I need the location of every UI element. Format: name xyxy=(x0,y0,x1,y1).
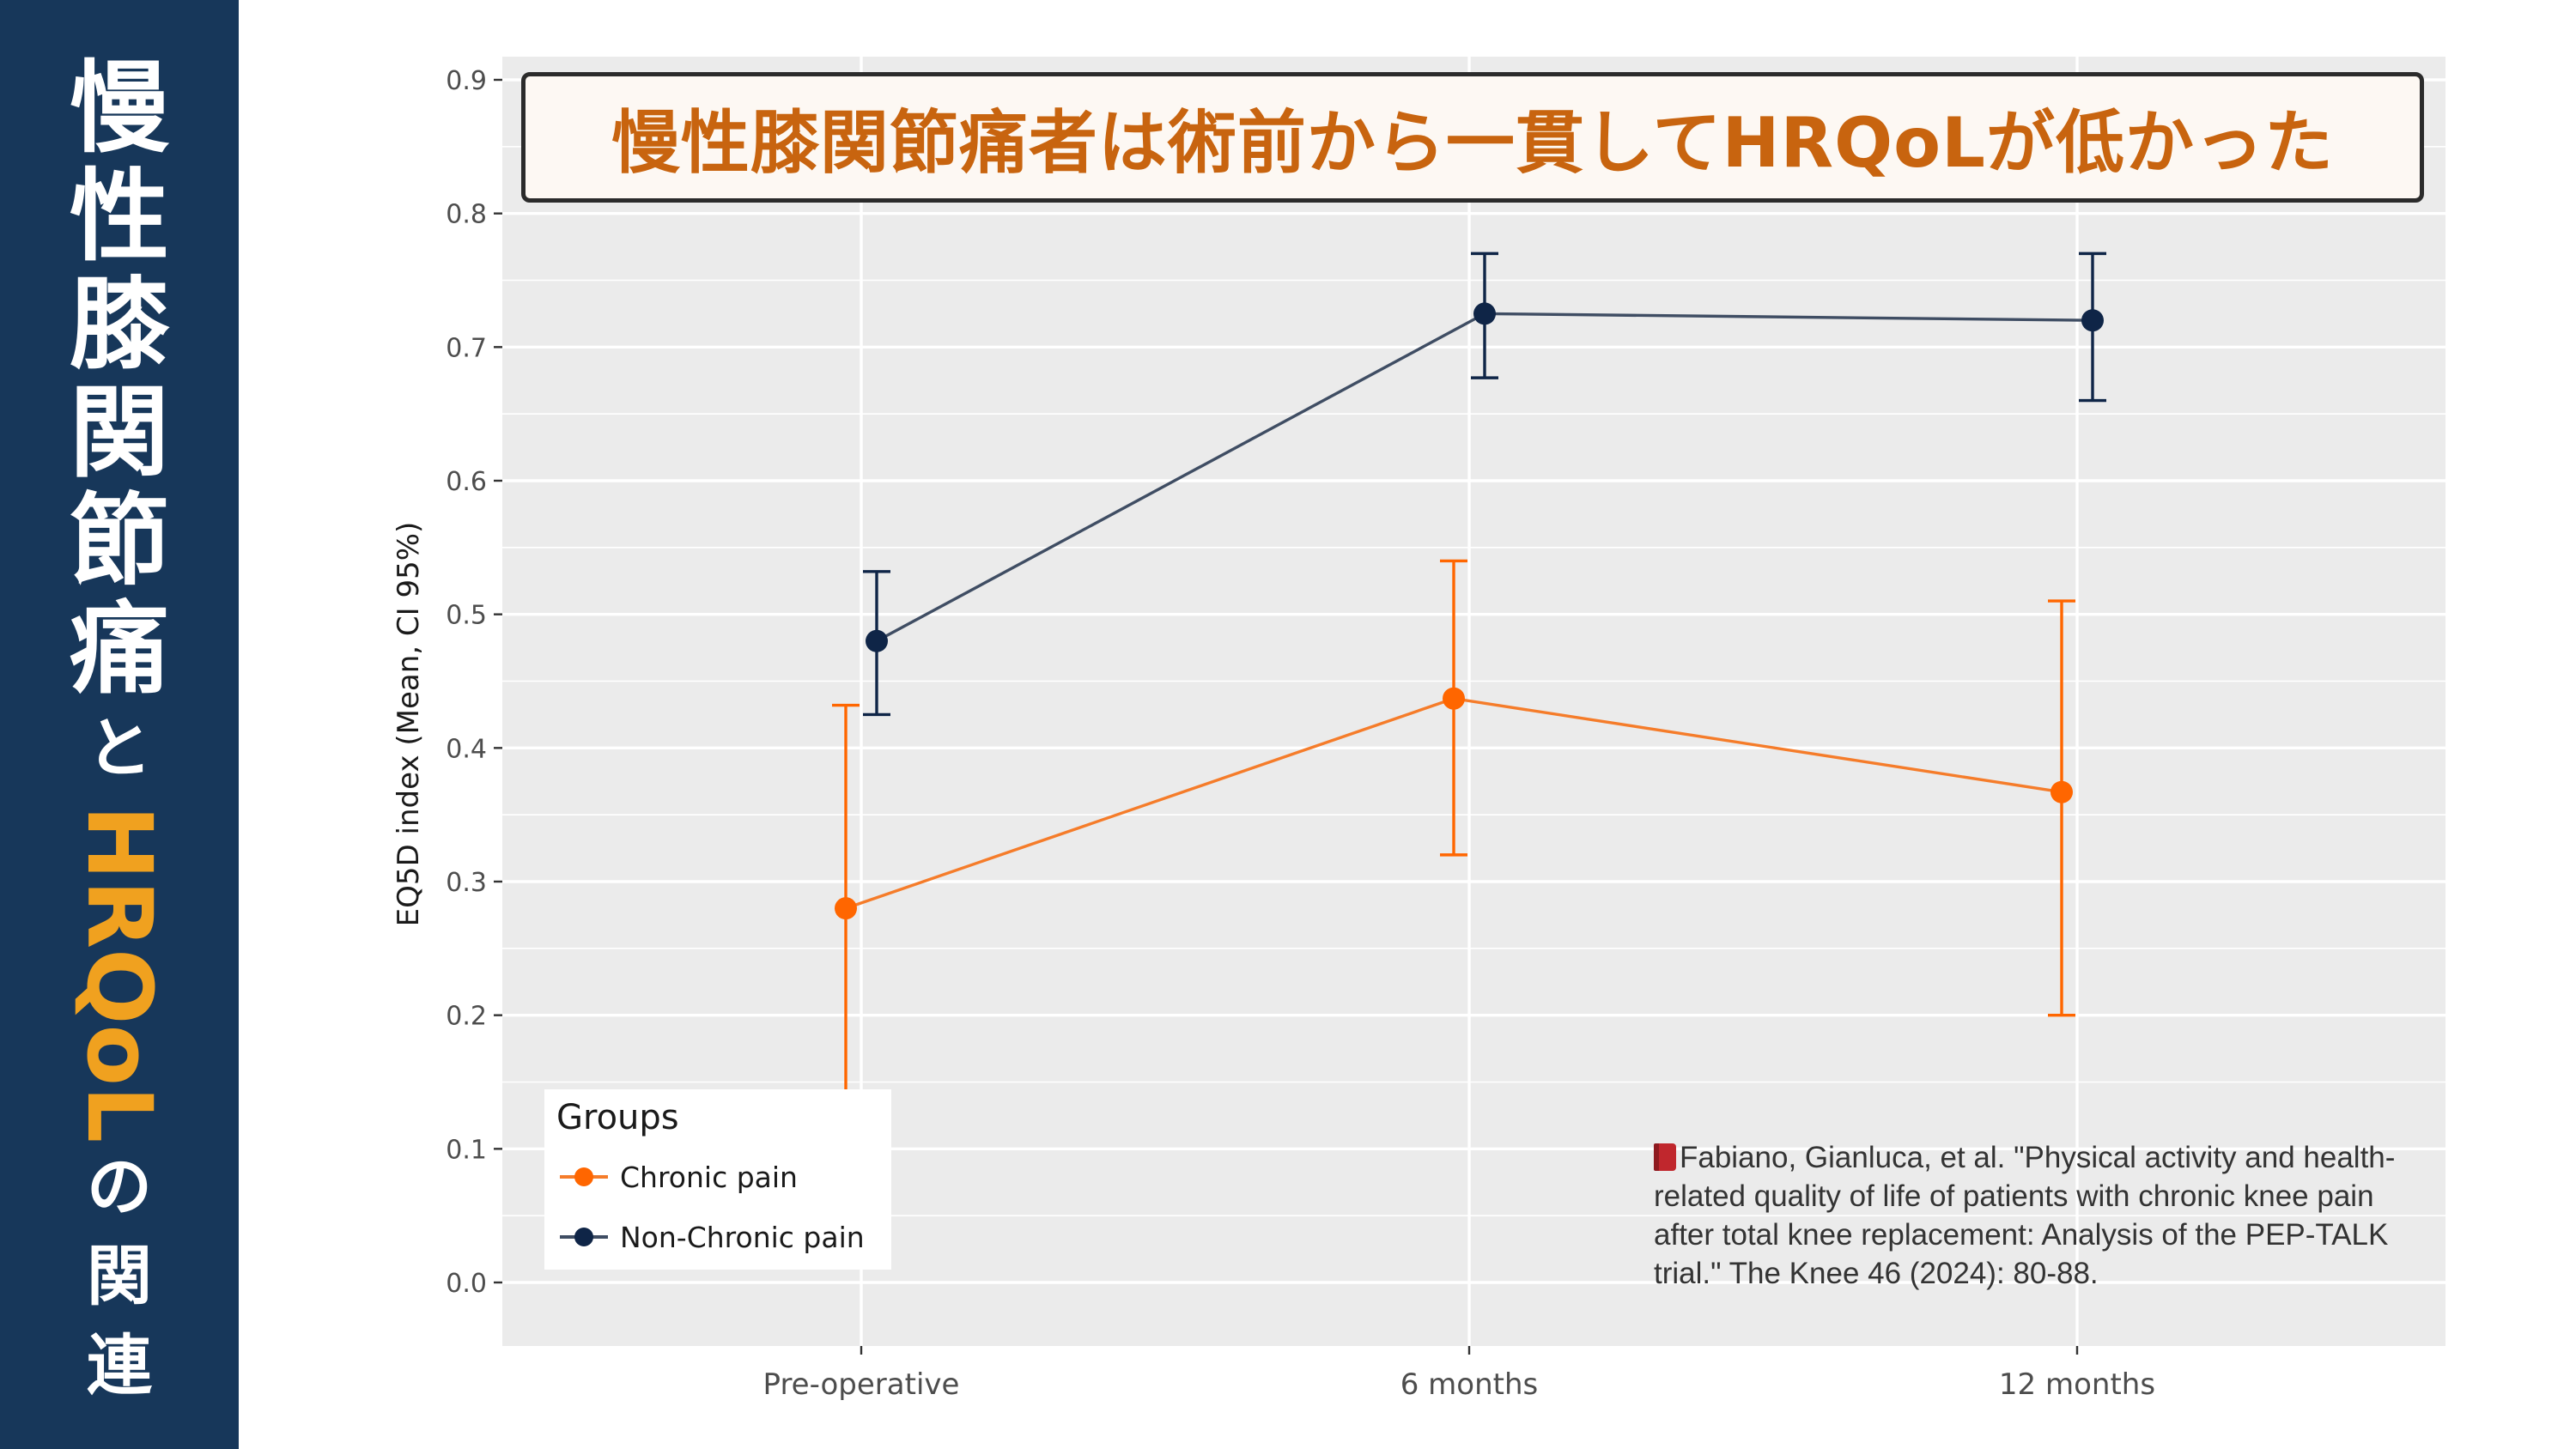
sidebar-char: 膝 xyxy=(70,267,169,383)
sidebar-char: 関 xyxy=(70,375,169,491)
x-tick-label: Pre-operative xyxy=(763,1367,960,1402)
y-tick-label: 0.9 xyxy=(446,66,487,96)
sidebar-char: 関 xyxy=(87,1238,152,1315)
legend-label: Chronic pain xyxy=(620,1160,798,1194)
legend: Groups Chronic pain Non-Chronic pain xyxy=(544,1089,891,1270)
sidebar-char: 性 xyxy=(70,159,169,275)
legend-key-non-chronic-pain xyxy=(556,1213,611,1261)
headline-text: 慢性膝関節痛者は術前から一貫してHRQoLが低かった xyxy=(611,103,2335,183)
legend-item-chronic-pain: Chronic pain xyxy=(556,1153,798,1201)
sidebar-connector: と xyxy=(87,710,152,786)
data-point xyxy=(2050,780,2073,803)
data-point xyxy=(1473,302,1496,325)
y-axis-label: EQ5D index (Mean, CI 95%) xyxy=(392,522,426,927)
y-tick-label: 0.6 xyxy=(446,467,487,497)
y-tick-label: 0.0 xyxy=(446,1269,487,1299)
legend-key-chronic-pain xyxy=(556,1153,611,1201)
title-sidebar: 慢 性 膝 関 節 痛 と HRQoL の 関 連 xyxy=(0,0,239,1449)
y-tick-label: 0.1 xyxy=(446,1135,487,1165)
data-point xyxy=(2081,309,2104,332)
sidebar-title: 慢 性 膝 関 節 痛 と HRQoL の 関 連 xyxy=(0,55,239,1410)
headline-box: 慢性膝関節痛者は術前から一貫してHRQoLが低かった xyxy=(521,72,2424,203)
y-tick-label: 0.3 xyxy=(446,868,487,898)
series-layer xyxy=(832,252,2106,1097)
legend-label: Non-Chronic pain xyxy=(620,1220,865,1254)
y-tick-label: 0.2 xyxy=(446,1002,487,1032)
data-point xyxy=(835,897,857,920)
sidebar-char: 連 xyxy=(87,1327,152,1404)
sidebar-char: 節 xyxy=(70,483,169,599)
sidebar-char: 慢 xyxy=(70,51,169,167)
y-tick-label: 0.8 xyxy=(446,200,487,230)
book-icon xyxy=(1654,1143,1676,1171)
citation-text: Fabiano, Gianluca, et al. "Physical acti… xyxy=(1654,1141,2396,1290)
y-tick-label: 0.5 xyxy=(446,601,487,631)
data-point xyxy=(1443,687,1465,710)
series-non-chronic-pain xyxy=(863,252,2106,717)
axis-layer: 0.0 0.1 0.2 0.3 0.4 0.5 0.6 0.7 0.8 0.9 Pre-operat… xyxy=(446,66,2155,1402)
legend-item-non-chronic-pain: Non-Chronic pain xyxy=(556,1213,865,1261)
x-tick-label: 6 months xyxy=(1400,1367,1539,1402)
y-tick-label: 0.7 xyxy=(446,333,487,363)
data-point xyxy=(866,629,888,652)
series-chronic-pain xyxy=(832,559,2075,1097)
x-tick-label: 12 months xyxy=(1999,1367,2155,1402)
sidebar-accent-text: HRQoL xyxy=(67,805,172,1143)
sidebar-char: 痛 xyxy=(70,591,169,707)
citation: Fabiano, Gianluca, et al. "Physical acti… xyxy=(1654,1138,2409,1293)
legend-title: Groups xyxy=(556,1098,679,1137)
y-tick-label: 0.4 xyxy=(446,734,487,764)
sidebar-connector: の xyxy=(87,1149,152,1226)
grid-layer xyxy=(502,57,2445,1346)
